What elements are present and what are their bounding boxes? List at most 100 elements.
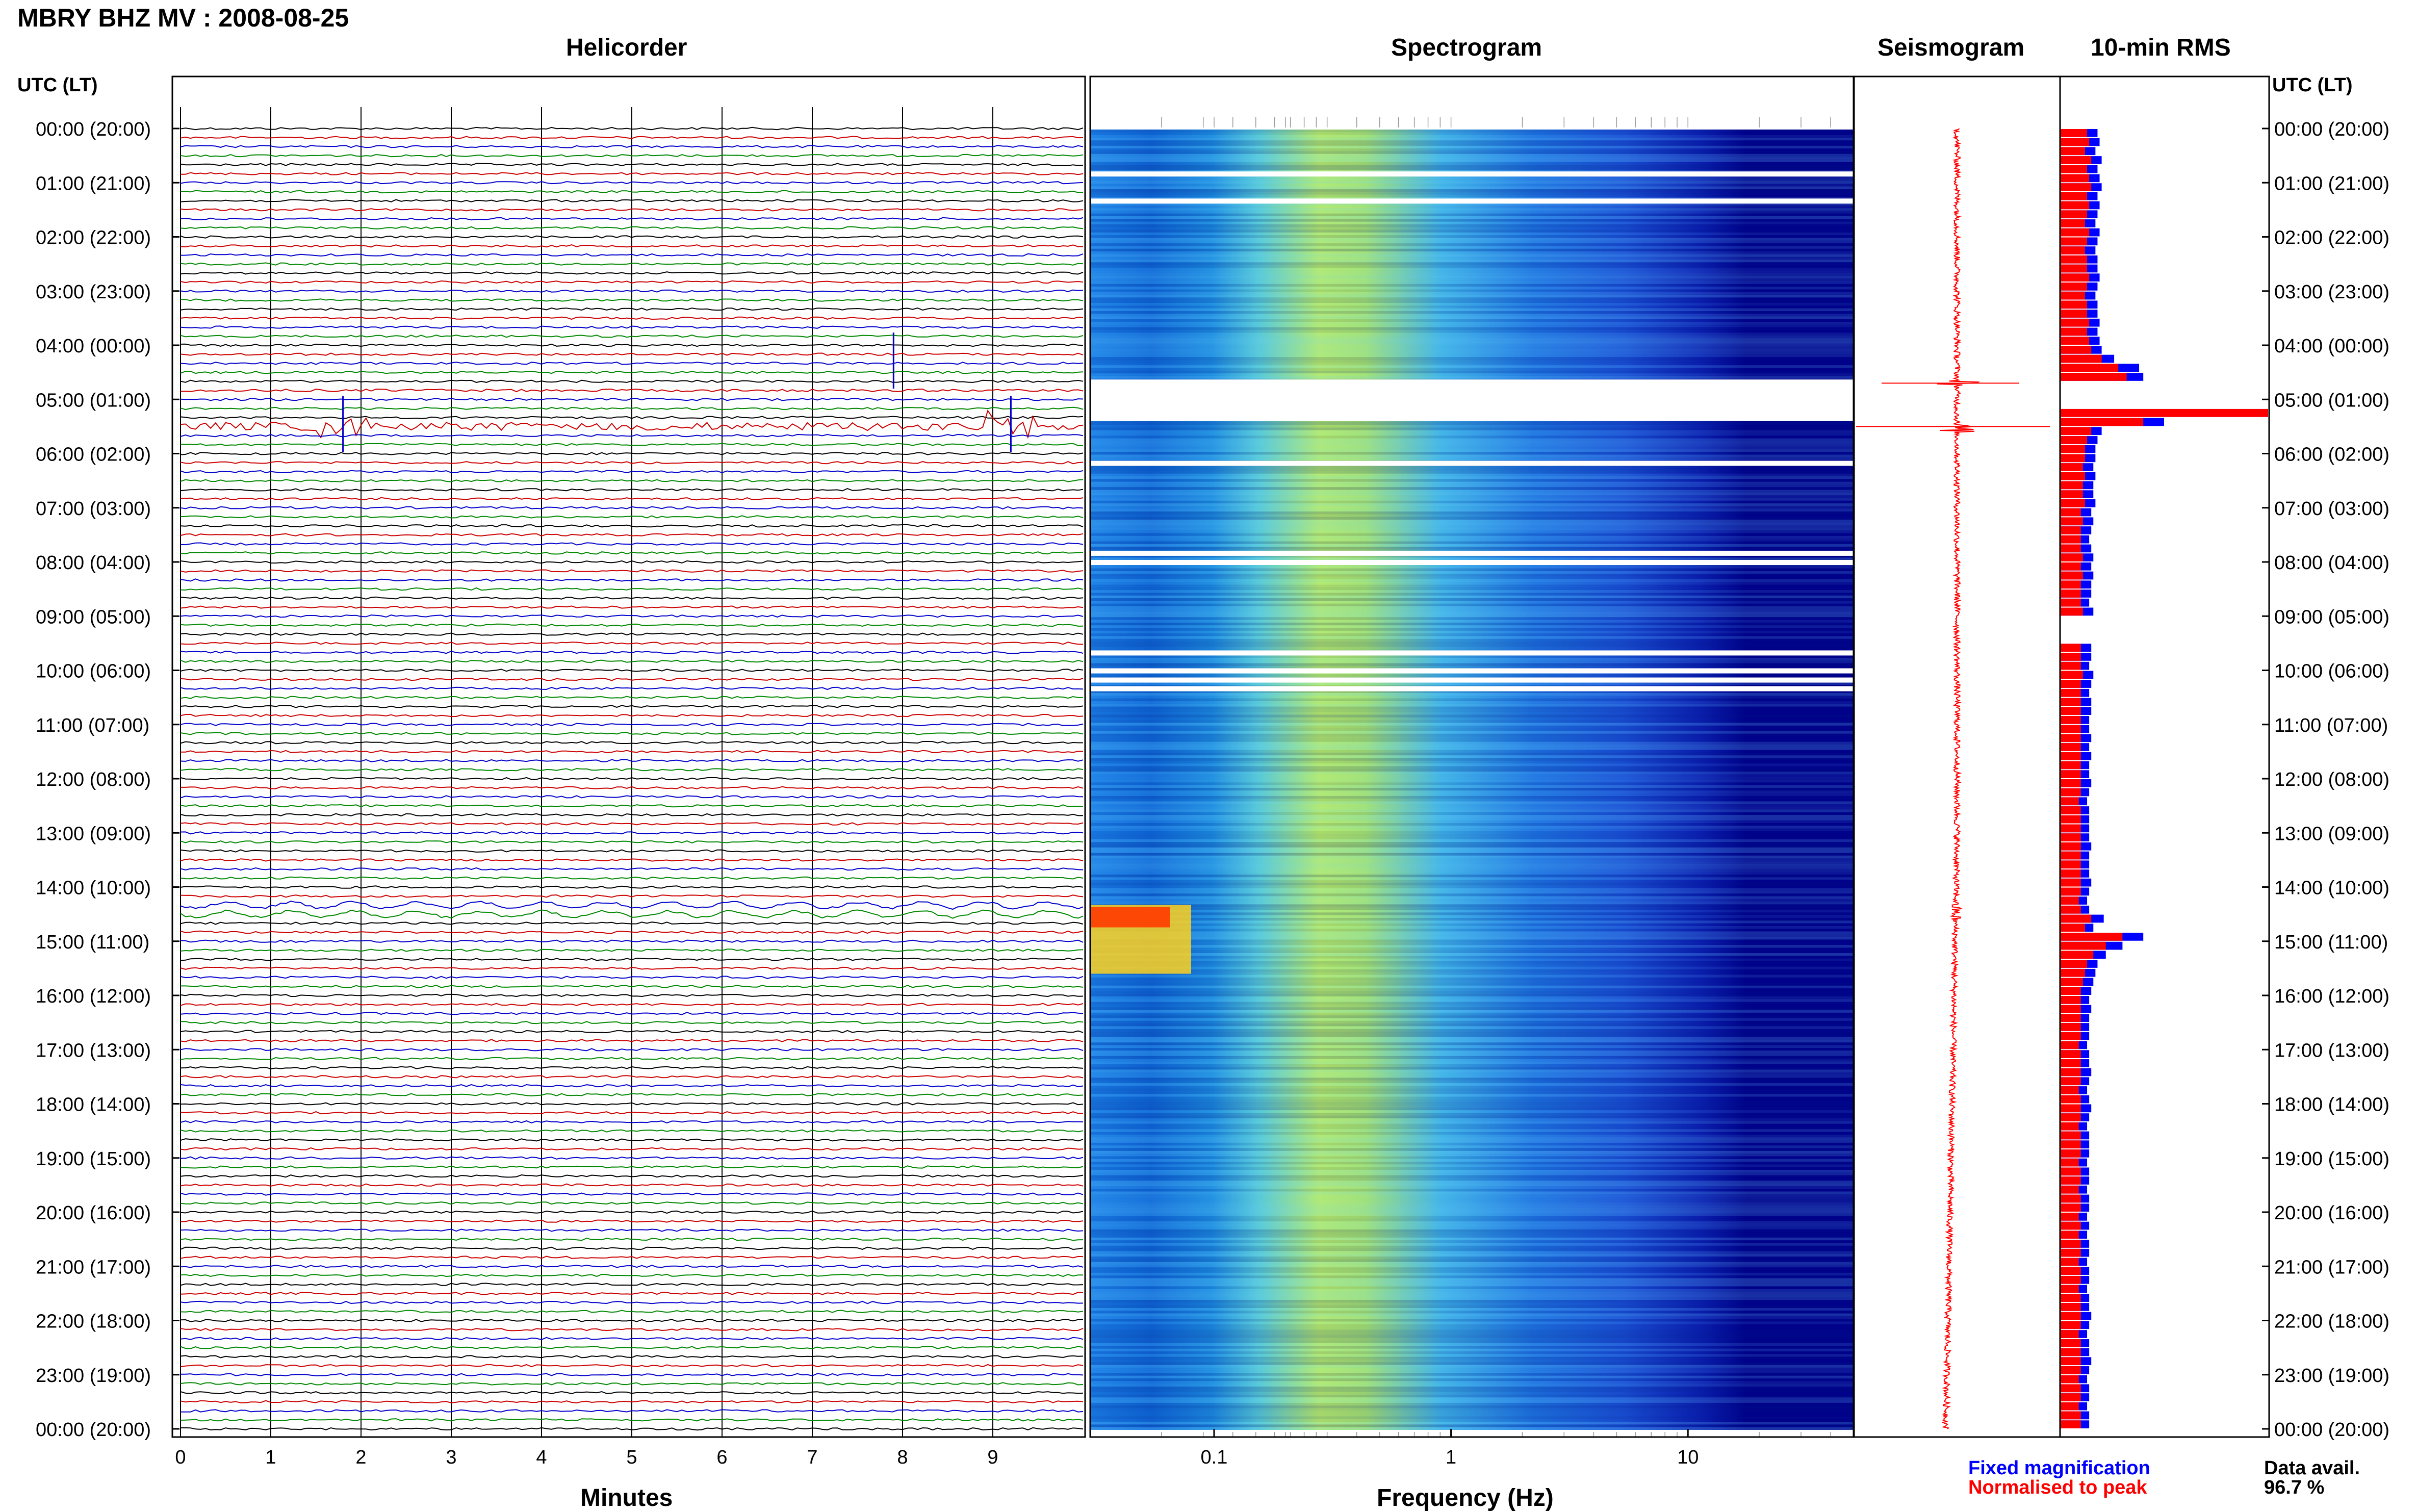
rms-bar-normalised: [2060, 246, 2085, 254]
spectrogram-row: [1090, 254, 1854, 257]
spectrogram-row: [1090, 1208, 1854, 1211]
rms-bar-normalised: [2060, 698, 2081, 706]
utc-tick-label: 22:00 (18:00): [36, 1311, 151, 1332]
rms-bar-normalised: [2060, 1240, 2081, 1248]
spectrogram-row: [1090, 790, 1854, 793]
spectrogram-row: [1090, 430, 1854, 433]
spectrogram-row: [1090, 1414, 1854, 1417]
spectrogram-row: [1090, 275, 1854, 279]
helicorder-trace: [181, 786, 1084, 789]
spectrogram-row: [1090, 983, 1854, 986]
spectrogram-row: [1090, 582, 1854, 585]
spectrogram-row: [1090, 1327, 1854, 1330]
spectrogram-row: [1090, 1162, 1854, 1165]
utc-tick-label: 17:00 (13:00): [36, 1040, 151, 1061]
spectrogram-gap: [1090, 171, 1854, 177]
spectrogram-image: [1090, 130, 1854, 1430]
helicorder-trace: [180, 930, 1084, 934]
rms-bar-normalised: [2060, 1131, 2081, 1140]
rms-bar-normalised: [2060, 1321, 2081, 1329]
rms-bar-normalised: [2060, 1014, 2081, 1022]
helicorder-trace: [180, 1156, 1084, 1160]
utc-tick-label: 17:00 (13:00): [2274, 1040, 2389, 1061]
spectrogram-row: [1090, 370, 1854, 374]
spectrogram-row: [1090, 137, 1854, 141]
rms-bar-normalised: [2060, 1041, 2079, 1049]
spectrogram-row: [1090, 1010, 1854, 1013]
spectrogram-row: [1090, 1056, 1854, 1059]
rms-bar-normalised: [2060, 1095, 2081, 1104]
rms-bar-normalised: [2060, 463, 2083, 471]
spectrogram-row: [1090, 1032, 1854, 1035]
rms-bar-normalised: [2060, 553, 2083, 561]
helicorder-trace: [180, 723, 1084, 726]
spectrogram-row: [1090, 844, 1854, 848]
spectrogram-row: [1090, 1419, 1854, 1422]
spectrogram-row: [1090, 539, 1854, 542]
spectrogram-row: [1090, 969, 1854, 972]
spectrogram-row: [1090, 934, 1854, 937]
spectrogram-row: [1090, 238, 1854, 241]
spectrogram-row: [1090, 630, 1854, 634]
spectrogram-row: [1090, 706, 1854, 709]
spectrogram-row: [1090, 422, 1854, 425]
spectrogram-row: [1090, 809, 1854, 812]
spectrogram-row: [1090, 490, 1854, 493]
helicorder-trace: [180, 759, 1084, 762]
spectrogram-row: [1090, 620, 1854, 623]
spectrogram-row: [1090, 1359, 1854, 1363]
spectrogram-row: [1090, 1424, 1854, 1427]
rms-bar-normalised: [2060, 770, 2081, 778]
spectrogram-row: [1090, 360, 1854, 363]
spectrogram-row: [1090, 1194, 1854, 1197]
spectrogram-row: [1090, 823, 1854, 826]
spectrogram-xlabel: Frequency (Hz): [1377, 1484, 1554, 1511]
spectrogram-row: [1090, 511, 1854, 515]
rms-bar-normalised: [2060, 580, 2081, 589]
spectrogram-row: [1090, 205, 1854, 209]
rms-bar-normalised: [2060, 661, 2081, 670]
rms-bar-normalised: [2060, 1176, 2081, 1185]
spectrogram-row: [1090, 1181, 1854, 1184]
helicorder-trace: [180, 1373, 1084, 1376]
spectrogram-row: [1090, 289, 1854, 292]
spectrogram-row: [1090, 186, 1854, 189]
spectrogram-row: [1090, 1405, 1854, 1408]
rms-bar-normalised: [2060, 1339, 2081, 1347]
spectrogram-row: [1090, 270, 1854, 273]
spectrogram-row: [1090, 227, 1854, 230]
spectrogram-row: [1090, 598, 1854, 601]
spectrogram-row: [1090, 335, 1854, 339]
right-axis-heading: UTC (LT): [2272, 74, 2353, 96]
spectrogram-row: [1090, 915, 1854, 918]
utc-tick-label: 21:00 (17:00): [36, 1257, 151, 1278]
spectrogram-row: [1090, 535, 1854, 539]
spectrogram-row: [1090, 292, 1854, 295]
helicorder-trace: [180, 235, 1084, 239]
spectrogram-row: [1090, 145, 1854, 149]
helicorder-trace: [180, 316, 1084, 320]
spectrogram-row: [1090, 1102, 1854, 1105]
helicorder-trace: [180, 901, 1084, 910]
spectrogram-row: [1090, 506, 1854, 509]
spectrogram-row: [1090, 812, 1854, 815]
rms-bar-normalised: [2060, 1032, 2081, 1040]
spectrogram-row: [1090, 766, 1854, 769]
spectrogram-row: [1090, 267, 1854, 271]
spectrogram-row: [1090, 1202, 1854, 1206]
spectrogram-row: [1090, 975, 1854, 978]
rms-bar-normalised: [2060, 1411, 2081, 1420]
spectrogram-row: [1090, 590, 1854, 593]
spectrogram-row: [1090, 1302, 1854, 1305]
helicorder-trace: [180, 280, 1084, 284]
utc-tick-label: 20:00 (16:00): [36, 1202, 151, 1224]
utc-tick-label: 11:00 (07:00): [36, 715, 149, 736]
spectrogram-row: [1090, 265, 1854, 268]
rms-bar-normalised: [2060, 734, 2081, 742]
spectrogram-row: [1090, 219, 1854, 222]
spectrogram-row: [1090, 508, 1854, 512]
rms-bar-normalised: [2060, 156, 2092, 164]
spectrogram-row: [1090, 1148, 1854, 1151]
spectrogram-row: [1090, 547, 1854, 550]
rms-bar-normalised: [2060, 1122, 2079, 1131]
